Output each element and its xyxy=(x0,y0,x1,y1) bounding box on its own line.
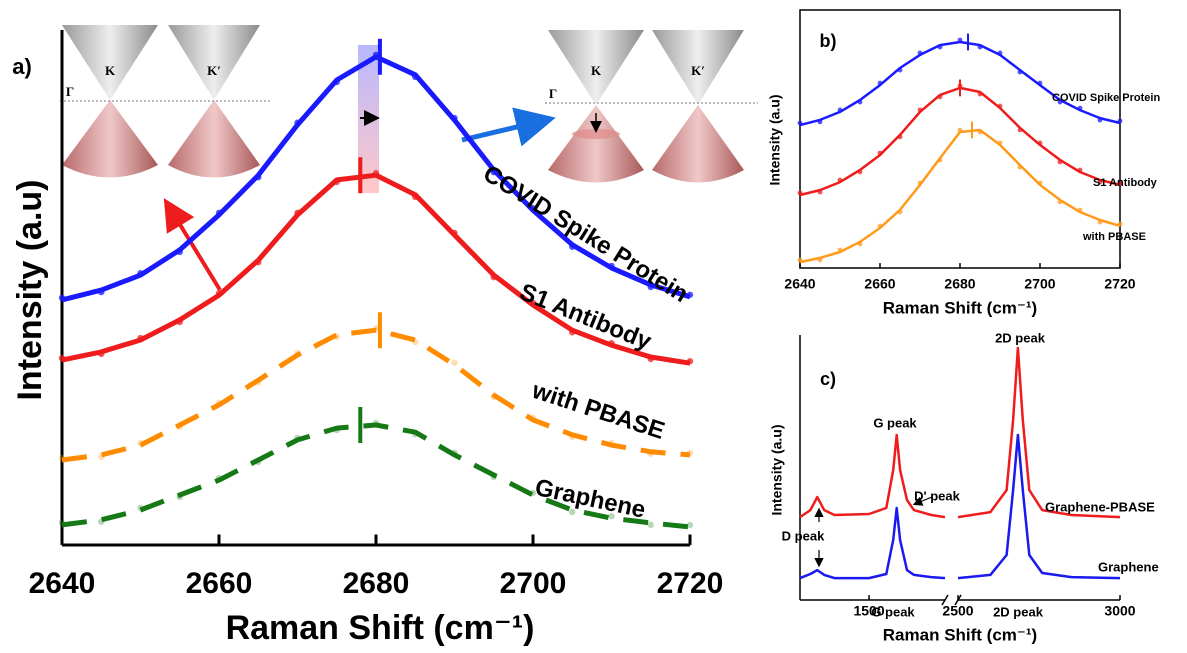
x-tick-label: 2660 xyxy=(186,567,253,600)
panel: 2640 2660 2680 2700 2720 Raman Shift (cm⁻¹) In… xyxy=(767,9,1160,317)
series-line xyxy=(799,346,1121,519)
cone-inset-right xyxy=(545,30,758,183)
series-label: S1 Antibody xyxy=(516,278,656,355)
x-axis-label: Raman Shift (cm⁻¹) xyxy=(883,625,1037,644)
data-point xyxy=(569,508,576,516)
x-tick-label: 2720 xyxy=(657,567,724,600)
panel-label: b) xyxy=(820,31,837,51)
data-point xyxy=(686,521,694,529)
x-tick-label: 2680 xyxy=(944,276,975,292)
annotation: D' peak xyxy=(914,488,960,503)
x-tick-label: 2500 xyxy=(942,603,973,619)
series-line xyxy=(799,433,1121,580)
cone-inset-left xyxy=(60,25,272,178)
data-point xyxy=(647,521,654,529)
series-line xyxy=(61,54,691,303)
x-axis-label: Raman Shift (cm⁻¹) xyxy=(226,609,535,647)
x-tick-label: 3000 xyxy=(1104,603,1135,619)
inset-label: K xyxy=(591,63,602,78)
x-tick-label: 2660 xyxy=(864,276,895,292)
series-line xyxy=(61,172,691,366)
inset-label: Γ xyxy=(549,86,557,101)
annotation: G peak xyxy=(873,415,917,430)
inset-label: K′ xyxy=(207,63,221,78)
x-tick-label: 1500 xyxy=(853,603,884,619)
data-point xyxy=(608,513,615,520)
axis-break xyxy=(941,594,949,606)
series-label: COVID Spike Protein xyxy=(1052,92,1160,104)
x-axis-label: Raman Shift (cm⁻¹) xyxy=(883,298,1037,317)
series-line xyxy=(61,422,691,530)
arrow xyxy=(163,198,222,292)
series-line xyxy=(799,86,1121,197)
x-tick-label: 2720 xyxy=(1104,276,1135,292)
x-tick-label: 2700 xyxy=(1024,276,1055,292)
inset-label: K′ xyxy=(691,63,705,78)
series-label: S1 Antibody xyxy=(1093,177,1158,189)
inset-label: Γ xyxy=(66,84,74,99)
x-tick-label: 2640 xyxy=(29,567,96,600)
series-label: Graphene-PBASE xyxy=(1045,499,1155,514)
x-tick-label: 2640 xyxy=(784,276,815,292)
y-axis-label: Intensity (a.u) xyxy=(767,94,783,185)
series-label: Graphene xyxy=(1098,559,1159,574)
x-tick-label: 2680 xyxy=(343,567,410,600)
decorations xyxy=(60,25,933,568)
y-axis-label: Intensity (a.u) xyxy=(11,179,49,400)
arrow xyxy=(461,107,556,147)
y-axis-label: Intensity (a.u) xyxy=(769,424,785,515)
plot-frame xyxy=(799,9,1121,269)
annotation: G peak xyxy=(871,604,915,619)
data-point xyxy=(451,359,458,366)
panel-label: c) xyxy=(820,369,836,389)
series-line xyxy=(61,327,691,463)
annotation-arrows xyxy=(814,496,933,568)
series-label: with PBASE xyxy=(1082,231,1146,243)
series-label: with PBASE xyxy=(528,377,668,445)
inset-label: K xyxy=(105,63,116,78)
annotation: 2D peak xyxy=(993,604,1044,619)
series-line xyxy=(799,128,1121,264)
panel-label: a) xyxy=(12,54,32,79)
annotation: 2D peak xyxy=(995,330,1046,345)
annotation: D peak xyxy=(782,528,825,543)
series-line xyxy=(799,40,1121,127)
panel: 1500 2500 3000 Raman Shift (cm⁻¹) Intensity … xyxy=(769,330,1159,644)
x-tick-label: 2700 xyxy=(500,567,567,600)
